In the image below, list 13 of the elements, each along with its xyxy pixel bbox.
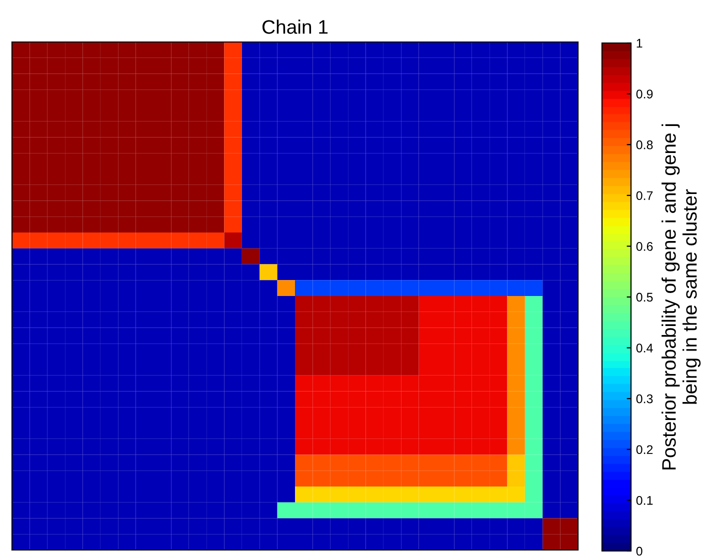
color-bar-label: 0.9 — [636, 90, 653, 98]
color-bar-label: 0.4 — [636, 344, 653, 352]
color-bar-label: 0.3 — [636, 394, 653, 404]
chart-title: Chain 1 — [262, 20, 328, 34]
color-bar-label: 0.7 — [636, 191, 653, 200]
color-bar-label: 0.6 — [636, 242, 653, 251]
color-bar-label: 0 — [636, 546, 642, 556]
color-bar-label: 0.8 — [636, 140, 653, 150]
color-bar-title: Posterior probability of gene i and gene j being in the same cluster — [662, 124, 701, 470]
color-bar-label: 0.1 — [636, 496, 653, 505]
color-bar-label: 1 — [636, 38, 642, 48]
color-bar-label: 0.5 — [636, 292, 653, 302]
color-bar-label: 0.2 — [636, 445, 653, 454]
